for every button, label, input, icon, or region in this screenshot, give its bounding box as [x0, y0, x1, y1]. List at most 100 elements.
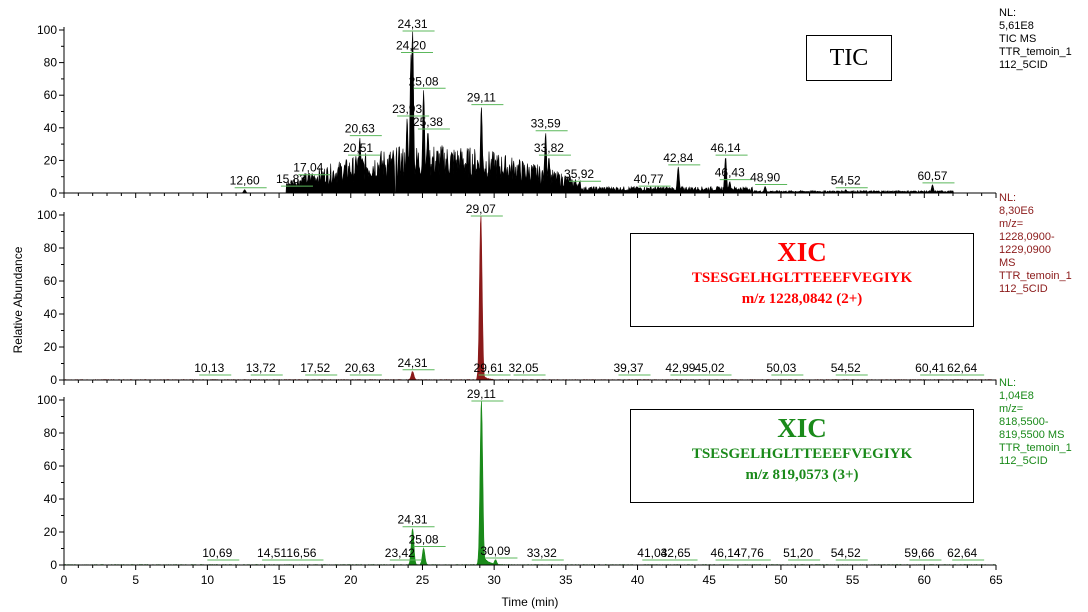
- y-tick-label: 40: [44, 121, 58, 135]
- peak-label: 16,56: [286, 546, 316, 560]
- x-tick-label: 30: [487, 573, 501, 587]
- panel-3: 0 20 40 60 80 100 10,69 14,51 16,56 23,42 24,31 25,…: [37, 377, 1072, 572]
- x-tick-label: 25: [416, 573, 430, 587]
- y-tick-label: 80: [44, 426, 58, 440]
- peak-label: 12,60: [230, 174, 260, 188]
- x-tick-label: 45: [703, 573, 717, 587]
- panel-2: 0 20 40 60 80 100 10,13 13,72 17,52 20,63 24,31 29,…: [37, 192, 1072, 387]
- peak-label: 33,32: [527, 546, 557, 560]
- y-tick-label: 20: [44, 340, 58, 354]
- peak-label: 48,90: [750, 170, 780, 184]
- x-tick-label: 60: [918, 573, 932, 587]
- peak-label: 23,42: [385, 546, 415, 560]
- peak-label: 40,77: [634, 172, 664, 186]
- side-info-line: NL:: [999, 377, 1016, 389]
- peak-label: 17,04: [293, 161, 323, 175]
- side-info-line: 818,5500-: [999, 416, 1049, 428]
- y-axis-label: Relative Abundance: [11, 246, 25, 353]
- peak-label: 42,84: [663, 151, 693, 165]
- side-info-line: TTR_temoin_1: [999, 270, 1072, 282]
- box-peptide: TSESGELHGLTTEEEFVEGIYK: [691, 446, 913, 462]
- x-tick-label: 55: [846, 573, 860, 587]
- peak-label: 46,43: [715, 166, 745, 180]
- peak-label: 41,03: [637, 546, 667, 560]
- side-info-line: 8,30E6: [999, 205, 1034, 217]
- box-title: XIC: [777, 237, 827, 267]
- x-tick-label: 0: [61, 573, 68, 587]
- legend-box-3: XIC TSESGELHGLTTEEEFVEGIYK m/z 819,0573 (3…: [630, 409, 974, 503]
- side-info-line: MS: [999, 257, 1016, 269]
- x-tick-label: 50: [774, 573, 788, 587]
- y-tick-label: 80: [44, 241, 58, 255]
- peak-label: 25,38: [413, 115, 443, 129]
- peak-label: 29,61: [474, 361, 504, 375]
- legend-box-1: TIC: [806, 35, 892, 81]
- box-peptide: TSESGELHGLTTEEEFVEGIYK: [691, 270, 913, 286]
- peak-label: 39,37: [613, 361, 643, 375]
- peak-label: 24,31: [398, 356, 428, 370]
- side-info-line: NL:: [999, 192, 1016, 204]
- peak-label: 29,11: [467, 91, 496, 105]
- peak-label: 32,05: [509, 361, 539, 375]
- y-tick-label: 20: [44, 525, 58, 539]
- x-tick-label: 15: [272, 573, 286, 587]
- y-tick-label: 100: [37, 23, 57, 37]
- side-info-line: m/z=: [999, 403, 1023, 415]
- peak-label: 13,72: [246, 361, 276, 375]
- side-info-line: TTR_temoin_1: [999, 442, 1072, 454]
- side-info-line: 112_5CID: [999, 283, 1048, 295]
- y-tick-label: 100: [37, 208, 57, 222]
- y-tick-label: 0: [50, 186, 57, 200]
- side-info-line: NL:: [999, 7, 1016, 19]
- peak-label: 47,76: [734, 546, 764, 560]
- y-tick-label: 60: [44, 459, 58, 473]
- peak-label: 10,13: [194, 361, 224, 375]
- side-info-line: 112_5CID: [999, 455, 1048, 467]
- x-tick-label: 5: [132, 573, 139, 587]
- y-tick-label: 0: [50, 558, 57, 572]
- peak-label: 10,69: [202, 546, 232, 560]
- y-tick-label: 100: [37, 393, 57, 407]
- y-tick-label: 60: [44, 88, 58, 102]
- x-axis-label: Time (min): [502, 595, 559, 609]
- side-info-line: 1228,0900-: [999, 231, 1055, 243]
- y-tick-label: 20: [44, 153, 58, 167]
- y-tick-label: 40: [44, 492, 58, 506]
- side-info-line: TTR_temoin_1: [999, 46, 1072, 58]
- peak-label: 20,63: [345, 122, 375, 136]
- peak-label: 29,11: [467, 387, 496, 401]
- peak-label: 25,08: [409, 74, 439, 88]
- peak-label: 20,63: [345, 361, 375, 375]
- y-tick-label: 40: [44, 307, 58, 321]
- x-tick-label: 65: [989, 573, 1003, 587]
- peak-label: 33,82: [534, 141, 564, 155]
- side-info-line: 112_5CID: [999, 59, 1048, 71]
- x-tick-label: 10: [201, 573, 215, 587]
- side-info-line: 1,04E8: [999, 390, 1034, 402]
- peak-label: 51,20: [783, 546, 813, 560]
- peak-label: 46,14: [711, 141, 741, 155]
- box-mz: m/z 1228,0842 (2+): [741, 291, 863, 307]
- peak-label: 54,52: [831, 361, 861, 375]
- peak-label: 23,93: [392, 102, 422, 116]
- peak-label: 24,31: [398, 17, 428, 31]
- peak-label: 29,07: [466, 202, 496, 216]
- y-tick-label: 0: [50, 373, 57, 387]
- side-info-line: m/z=: [999, 218, 1023, 230]
- peak-label: 60,57: [917, 169, 947, 183]
- peak-label: 62,64: [947, 361, 977, 375]
- peak-label: 62,64: [947, 546, 977, 560]
- x-tick-label: 35: [559, 573, 573, 587]
- peak-label: 54,52: [831, 546, 861, 560]
- peak-label: 24,20: [396, 38, 426, 52]
- peak-label: 45,02: [695, 361, 725, 375]
- side-info-line: 819,5500 MS: [999, 429, 1064, 441]
- peak-label: 15,83: [276, 172, 306, 186]
- side-info-line: TIC MS: [999, 33, 1036, 45]
- peak-label: 50,03: [766, 361, 796, 375]
- x-tick-label: 40: [631, 573, 645, 587]
- peak-label: 42,99: [665, 361, 695, 375]
- side-info-line: 5,61E8: [999, 20, 1034, 32]
